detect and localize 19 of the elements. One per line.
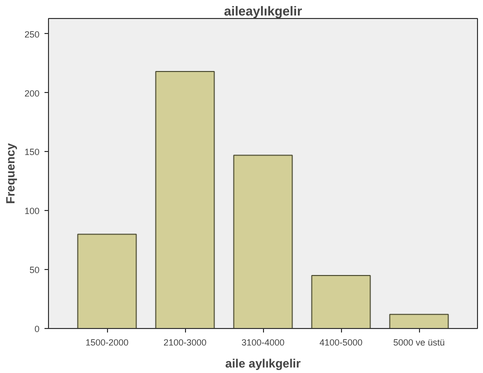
- chart-title: aileaylıkgelir: [224, 4, 302, 18]
- bar: [155, 71, 215, 328]
- x-tick-label: 2100-3000: [163, 338, 207, 348]
- y-tick-label: 200: [24, 88, 40, 98]
- x-tick-label: 3100-4000: [241, 338, 285, 348]
- bar: [233, 154, 293, 328]
- bar: [77, 234, 137, 328]
- x-tick-label: 5000 ve üstü: [393, 338, 445, 348]
- y-tick-label: 100: [24, 206, 40, 216]
- y-tick-label: 150: [24, 147, 40, 158]
- y-tick-label: 250: [24, 29, 40, 40]
- y-axis-title: Frequency: [3, 142, 18, 204]
- bar: [311, 274, 371, 328]
- bar: [389, 314, 449, 328]
- y-tick-label: 50: [29, 265, 40, 276]
- x-tick-label: 1500-2000: [85, 338, 129, 348]
- y-tick-label: 0: [34, 324, 40, 334]
- x-axis-title: aile aylıkgelir: [225, 356, 302, 370]
- x-tick-label: 4100-5000: [319, 338, 363, 348]
